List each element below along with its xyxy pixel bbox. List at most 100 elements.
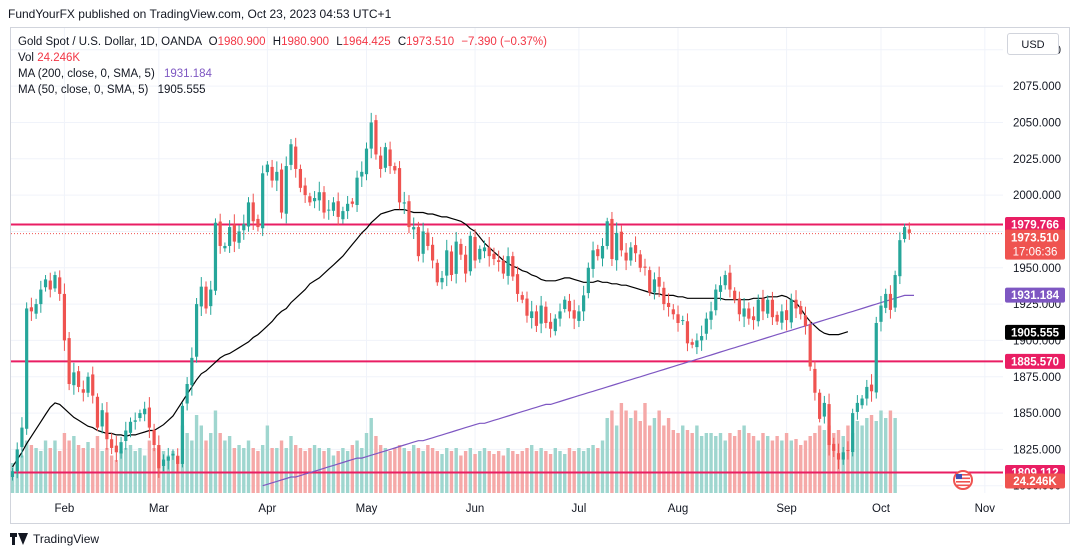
legend-volume-label[interactable]: Vol xyxy=(18,52,34,64)
volume-bar xyxy=(317,448,321,493)
candle-body xyxy=(190,357,194,386)
legend-ma50-label[interactable]: MA (50, close, 0, SMA, 5) xyxy=(18,84,149,96)
candle-body xyxy=(898,240,902,277)
volume-bar xyxy=(614,425,619,493)
legend-ma50-value: 1905.555 xyxy=(157,84,206,96)
volume-bar xyxy=(643,403,647,493)
volume-bar xyxy=(577,448,581,493)
volume-bar xyxy=(652,418,657,493)
volume-bar xyxy=(374,436,378,493)
volume-bar xyxy=(761,433,765,493)
candle-body xyxy=(718,285,723,292)
candle-body xyxy=(884,293,888,308)
candle-body xyxy=(704,318,708,334)
volume-bar xyxy=(218,433,222,493)
candle-body xyxy=(331,202,336,211)
volume-bar xyxy=(364,433,369,493)
volume-bar xyxy=(397,445,402,493)
candle-body xyxy=(440,277,444,283)
candle-body xyxy=(228,227,232,246)
candle-body xyxy=(15,449,19,472)
candle-body xyxy=(180,405,185,464)
candle-body xyxy=(204,286,208,309)
volume-bar xyxy=(48,448,52,493)
x-tick-label: Jun xyxy=(466,503,485,515)
candle-body xyxy=(454,241,458,274)
candle-body xyxy=(421,231,425,254)
level-label-middle: 1885.570 xyxy=(1011,356,1059,368)
volume-bar xyxy=(190,440,194,493)
candle-body xyxy=(81,389,85,393)
candle-body xyxy=(171,453,175,456)
candle-body xyxy=(317,192,321,201)
candle-body xyxy=(284,166,288,214)
volume-bar xyxy=(586,448,591,493)
candle-body xyxy=(199,286,203,307)
candle-body xyxy=(76,371,81,387)
candle-body xyxy=(600,245,605,259)
legend-ma200-label[interactable]: MA (200, close, 0, SMA, 5) xyxy=(18,68,155,80)
volume-bar xyxy=(34,448,38,493)
candle-body xyxy=(223,245,227,249)
candle-body xyxy=(161,459,166,466)
volume-bar xyxy=(95,436,100,493)
candle-body xyxy=(213,222,218,291)
volume-bar xyxy=(265,425,270,493)
volume-bar xyxy=(714,436,718,493)
legend-high-value: 1980.900 xyxy=(281,36,330,48)
x-tick-label: Sep xyxy=(776,503,796,515)
candle-body xyxy=(412,227,416,230)
candle-body xyxy=(218,221,222,246)
candle-body xyxy=(676,314,680,323)
volume-bar xyxy=(567,448,572,493)
candle-body xyxy=(638,254,642,268)
legend-ma200-row: MA (200, close, 0, SMA, 5) 1931.184 xyxy=(18,66,547,82)
currency-button[interactable]: USD xyxy=(1007,33,1059,55)
candle-body xyxy=(133,420,137,422)
volume-bar xyxy=(473,454,477,493)
volume-bar xyxy=(185,433,189,493)
candle-body xyxy=(780,311,784,323)
candle-body xyxy=(681,320,685,322)
candle-body xyxy=(246,202,251,227)
volume-bar xyxy=(445,448,449,493)
volume-bar xyxy=(879,410,883,493)
volume-bar xyxy=(822,430,827,493)
x-tick-label: Apr xyxy=(258,503,276,515)
volume-bar xyxy=(279,440,284,493)
legend-low-label: L xyxy=(336,36,343,48)
candle-body xyxy=(105,412,109,440)
x-tick-label: Oct xyxy=(872,503,891,515)
volume-bar xyxy=(86,442,90,493)
volume-bar xyxy=(813,433,817,493)
legend-symbol[interactable]: Gold Spot / U.S. Dollar, 1D, OANDA xyxy=(18,36,202,48)
candle-body xyxy=(492,253,496,260)
candle-body xyxy=(34,304,38,314)
candle-body xyxy=(369,122,373,149)
candle-body xyxy=(695,340,699,348)
volume-bar xyxy=(440,454,444,493)
volume-bar xyxy=(194,415,199,493)
candle-body xyxy=(822,402,826,417)
volume-bar xyxy=(600,440,605,493)
candle-body xyxy=(279,169,284,213)
flag-stripe xyxy=(956,474,970,476)
volume-bar xyxy=(416,448,421,493)
volume-bar xyxy=(803,440,808,493)
volume-bar xyxy=(341,448,345,493)
volume-bar xyxy=(454,448,458,493)
volume-bar xyxy=(246,440,251,493)
candle-body xyxy=(393,166,397,171)
candle-body xyxy=(58,277,62,294)
volume-axis-label: 24.246K xyxy=(1013,476,1057,488)
x-tick-label: Feb xyxy=(55,503,75,515)
x-tick-label: Nov xyxy=(975,503,996,515)
candle-body xyxy=(808,324,812,367)
flag-stripe xyxy=(956,481,970,483)
candle-body xyxy=(648,270,652,293)
candle-body xyxy=(430,244,435,261)
volume-bar xyxy=(284,448,288,493)
legend-open-value: 1980.900 xyxy=(217,36,266,48)
volume-bar xyxy=(242,448,246,493)
